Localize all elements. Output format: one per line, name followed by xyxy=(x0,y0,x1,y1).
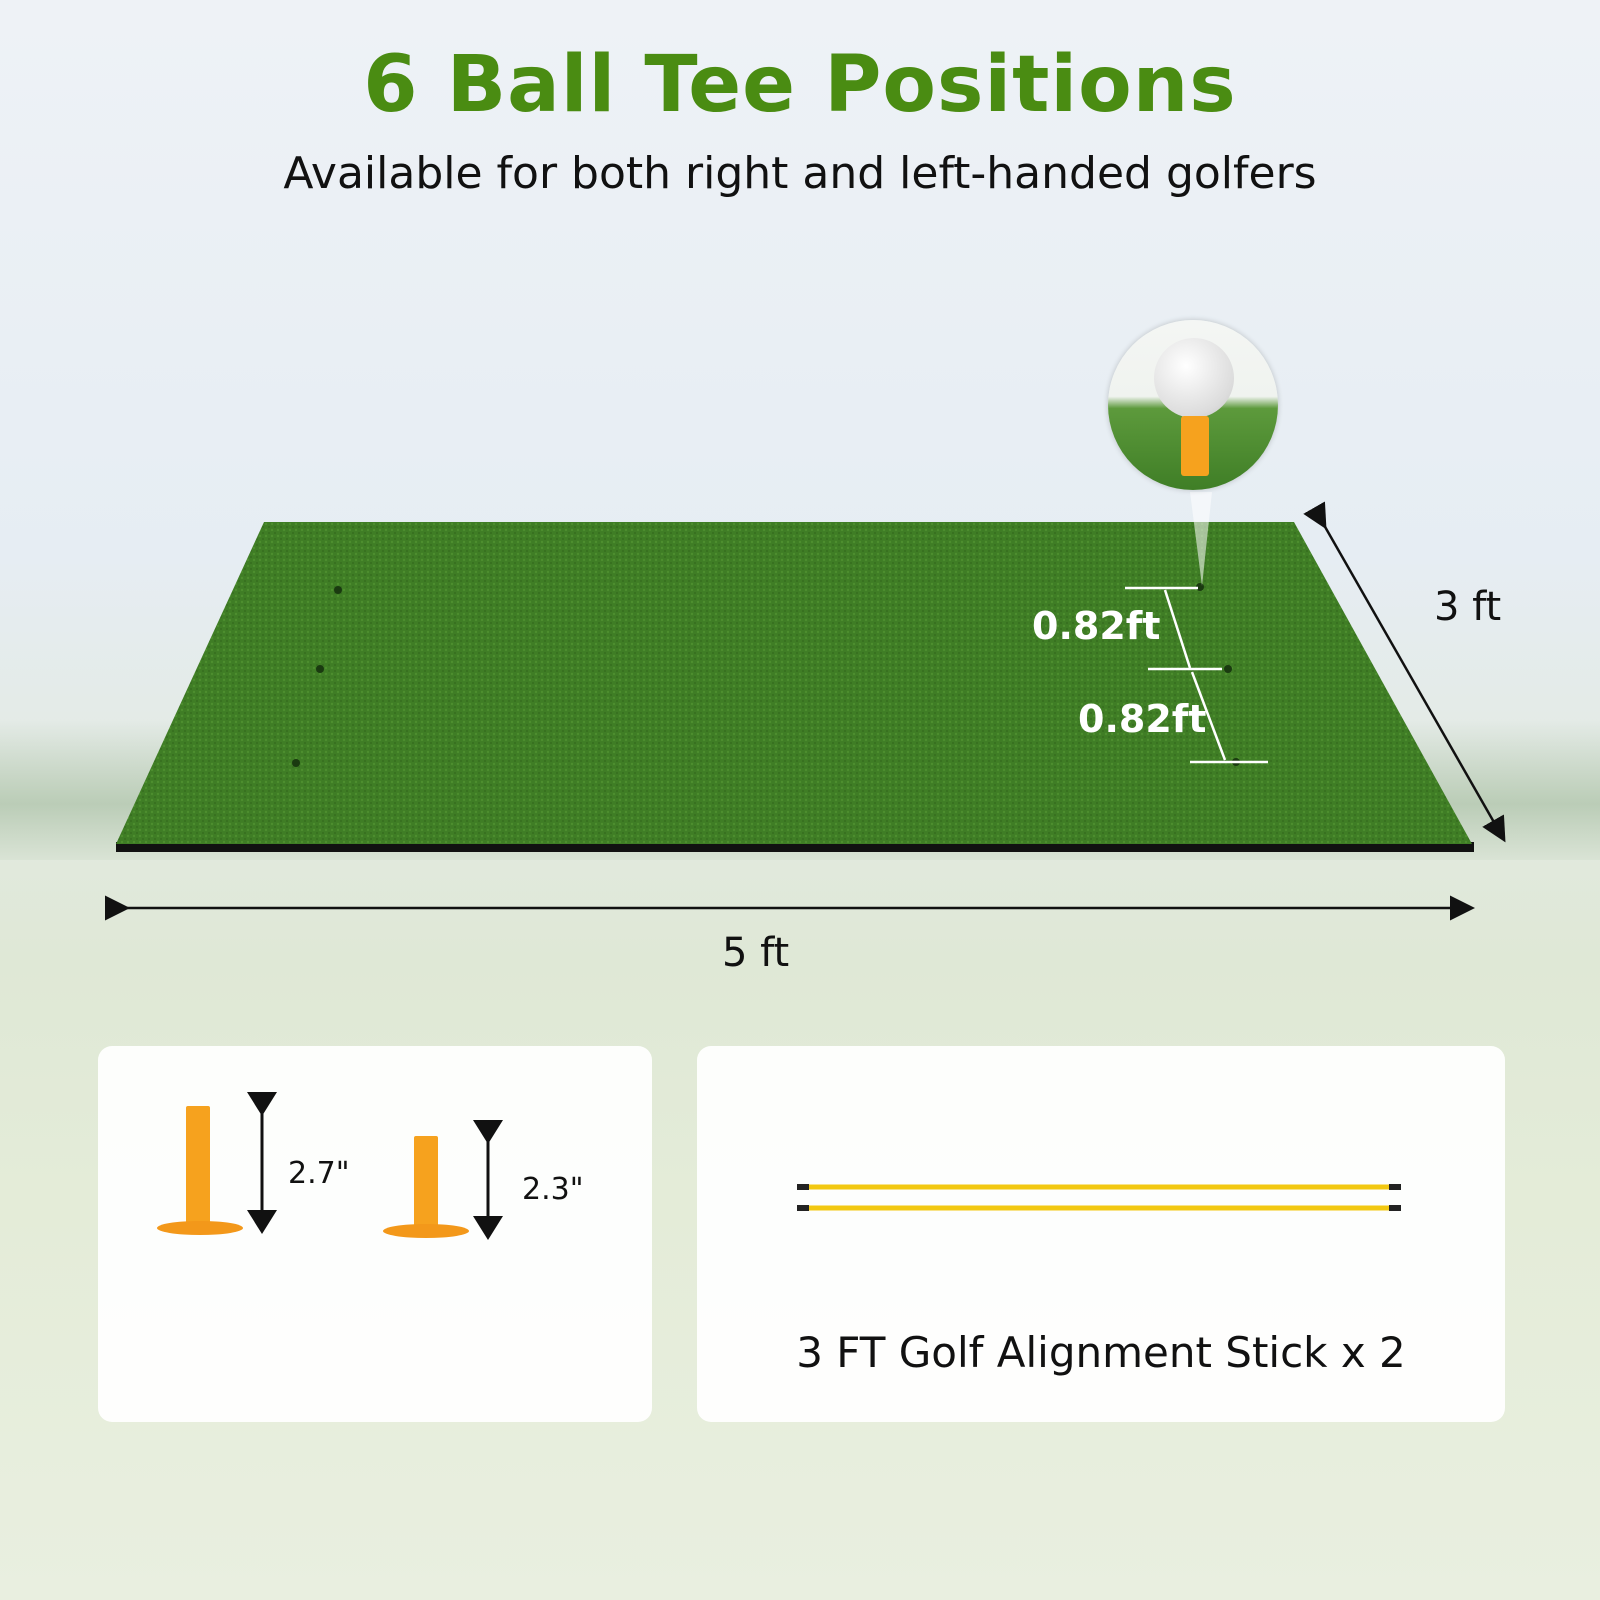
tee-height-label: 2.3" xyxy=(522,1172,584,1207)
callout-pointer xyxy=(1190,492,1212,586)
tees-card: 2.7" 2.3" xyxy=(98,1046,652,1422)
tee-hole xyxy=(292,759,300,767)
width-label: 5 ft xyxy=(722,930,790,976)
sticks-card: 3 FT Golf Alignment Stick x 2 xyxy=(697,1046,1505,1422)
golf-mat xyxy=(116,522,1472,844)
tee-hole xyxy=(316,665,324,673)
tee-icon xyxy=(1181,416,1209,476)
sticks-caption: 3 FT Golf Alignment Stick x 2 xyxy=(796,1328,1406,1377)
depth-label: 3 ft xyxy=(1434,584,1502,630)
spacing-label: 0.82ft xyxy=(1078,697,1207,741)
mat-diagram xyxy=(105,492,1506,921)
golf-ball-icon xyxy=(1154,338,1234,418)
tee-hole xyxy=(334,586,342,594)
mat-backing xyxy=(116,842,1474,852)
golf-ball-callout xyxy=(1108,320,1278,490)
page-subtitle: Available for both right and left-handed… xyxy=(283,148,1317,199)
tee-tall-icon xyxy=(186,1106,210,1228)
rubber-tees xyxy=(157,1092,503,1240)
spacing-label: 0.82ft xyxy=(1032,604,1161,648)
tee-short-icon xyxy=(414,1136,438,1230)
page-title: 6 Ball Tee Positions xyxy=(363,40,1237,130)
depth-arrow xyxy=(1303,501,1506,843)
tee-hole xyxy=(1224,665,1232,673)
tee-height-label: 2.7" xyxy=(288,1156,350,1191)
spacing-lines xyxy=(1125,586,1268,764)
alignment-sticks xyxy=(797,1184,1401,1211)
